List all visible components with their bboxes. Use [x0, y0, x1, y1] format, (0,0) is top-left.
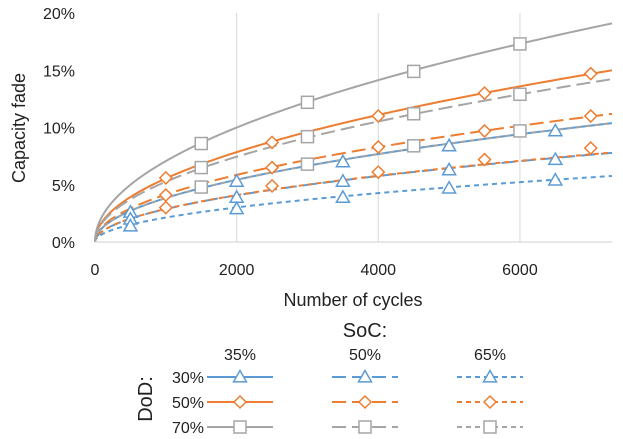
series-marker	[194, 180, 208, 194]
series-marker	[300, 95, 315, 110]
series-marker	[335, 173, 351, 187]
y-tick-label: 15%	[43, 63, 75, 80]
series-marker	[547, 122, 564, 137]
series-marker	[300, 157, 315, 171]
series-marker	[300, 129, 315, 144]
legend-marker	[482, 394, 498, 410]
series-marker	[513, 37, 527, 51]
series-marker	[335, 153, 351, 168]
y-tick-label: 20%	[43, 6, 75, 23]
series-marker	[477, 152, 492, 167]
y-tick-label: 10%	[43, 121, 75, 138]
series-marker	[264, 135, 280, 150]
series-marker	[371, 165, 386, 180]
series-marker	[194, 136, 208, 151]
series-line	[94, 122, 613, 243]
series-marker	[371, 139, 386, 155]
series-marker	[441, 137, 457, 152]
legend-marker	[233, 420, 247, 434]
series-marker	[158, 170, 173, 185]
x-tick-label: 0	[91, 262, 100, 279]
series-marker	[583, 66, 598, 81]
series-curves	[94, 22, 613, 243]
y-tick-label: 0%	[52, 235, 75, 252]
series-marker	[477, 123, 492, 138]
legend-marker	[232, 368, 248, 383]
series-line	[94, 174, 613, 243]
series-line	[94, 151, 613, 243]
legend-soc-label: 50%	[349, 347, 381, 364]
series-marker	[371, 108, 386, 124]
series-marker	[583, 141, 598, 156]
series-marker	[228, 200, 245, 215]
series-line	[94, 22, 613, 243]
x-tick-label: 2000	[219, 262, 255, 279]
series-marker	[547, 151, 564, 166]
legend-soc-label: 35%	[224, 347, 256, 364]
legend-marker	[358, 420, 372, 434]
series-marker	[441, 180, 457, 194]
y-tick-labels: 0% 5% 10% 15% 20%	[43, 6, 75, 252]
series-marker	[158, 200, 173, 215]
x-axis-title: Number of cycles	[283, 290, 422, 310]
series-marker	[264, 178, 280, 193]
series-marker	[228, 173, 245, 187]
series-marker	[406, 64, 421, 79]
x-tick-label: 4000	[360, 262, 396, 279]
legend-marker	[232, 394, 248, 410]
grid-lines	[236, 13, 521, 242]
series-line	[94, 69, 613, 243]
legend-dod-label: 50%	[172, 395, 204, 412]
series-marker	[583, 108, 598, 124]
series-line	[94, 122, 613, 243]
legend-marker	[483, 420, 497, 434]
legend-items: 35% 50% 65% 30% 50% 70%	[172, 347, 523, 437]
legend: SoC: DoD: 35% 50% 65% 30% 50% 70%	[135, 320, 523, 437]
series-marker	[406, 139, 421, 153]
series-line	[94, 112, 613, 243]
x-tick-labels: 0 2000 4000 6000	[91, 262, 538, 279]
legend-soc-label: 65%	[474, 347, 506, 364]
legend-dod-label: 30%	[172, 370, 204, 387]
series-marker	[264, 160, 280, 175]
series-markers	[122, 37, 598, 232]
legend-marker	[357, 368, 373, 383]
series-marker	[194, 160, 208, 175]
legend-marker	[482, 368, 498, 383]
y-axis-title: Capacity fade	[9, 73, 29, 183]
series-marker	[441, 161, 457, 176]
x-tick-label: 6000	[502, 262, 538, 279]
legend-marker	[357, 394, 373, 410]
legend-dod-title: DoD:	[135, 376, 157, 422]
series-marker	[335, 189, 351, 203]
series-line	[94, 151, 613, 243]
series-marker	[477, 86, 492, 101]
y-tick-label: 5%	[52, 178, 75, 195]
series-line	[94, 78, 613, 243]
legend-soc-title: SoC:	[343, 320, 387, 342]
series-marker	[513, 87, 527, 102]
legend-dod-label: 70%	[172, 420, 204, 437]
series-marker	[122, 217, 139, 232]
series-marker	[547, 172, 564, 186]
series-marker	[406, 107, 421, 121]
series-marker	[513, 124, 527, 138]
